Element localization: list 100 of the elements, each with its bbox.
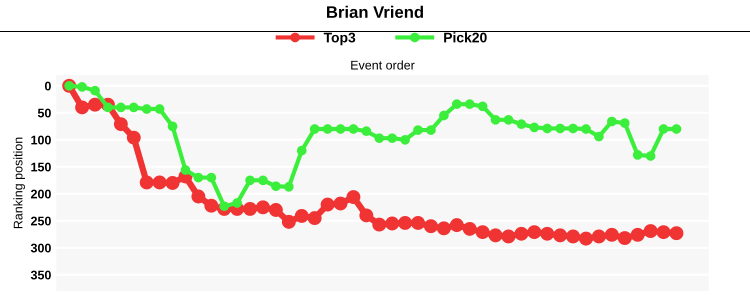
point bbox=[336, 124, 346, 134]
point bbox=[142, 104, 152, 114]
point bbox=[398, 216, 412, 230]
point bbox=[568, 124, 578, 134]
point bbox=[646, 151, 656, 161]
point bbox=[77, 82, 87, 92]
y-tick-label: 300 bbox=[30, 244, 51, 252]
point bbox=[219, 201, 230, 212]
y-tick-label: 0 bbox=[44, 82, 51, 90]
point bbox=[529, 122, 540, 132]
point bbox=[439, 110, 449, 120]
point bbox=[308, 211, 322, 226]
point bbox=[579, 232, 593, 246]
legend-label: Top3 bbox=[324, 32, 356, 46]
point bbox=[502, 230, 516, 244]
point bbox=[116, 102, 126, 112]
point bbox=[658, 124, 668, 134]
point bbox=[126, 130, 141, 145]
point bbox=[88, 98, 102, 112]
point bbox=[154, 104, 164, 114]
y-tick-label: 50 bbox=[38, 108, 51, 118]
y-tick-label: 350 bbox=[30, 270, 51, 280]
point bbox=[450, 218, 464, 232]
point bbox=[604, 228, 619, 242]
point bbox=[346, 190, 360, 204]
point bbox=[243, 202, 258, 216]
point bbox=[527, 225, 542, 240]
point bbox=[191, 190, 206, 204]
point bbox=[387, 133, 398, 144]
point bbox=[245, 175, 255, 186]
point bbox=[282, 214, 296, 229]
point bbox=[359, 208, 374, 222]
point bbox=[514, 226, 528, 241]
point bbox=[672, 124, 682, 134]
point bbox=[152, 176, 167, 190]
point bbox=[256, 200, 270, 214]
point bbox=[385, 216, 400, 230]
point bbox=[320, 198, 335, 212]
point bbox=[462, 222, 477, 236]
point bbox=[452, 99, 462, 110]
point bbox=[361, 126, 372, 136]
y-tick-label: 250 bbox=[30, 216, 51, 226]
x-axis-title: Event order bbox=[351, 60, 415, 70]
point bbox=[488, 228, 502, 242]
point bbox=[490, 114, 500, 125]
point bbox=[204, 198, 218, 213]
point bbox=[90, 86, 100, 96]
chart-title: Brian Vriend bbox=[327, 6, 423, 18]
point bbox=[476, 225, 490, 240]
point bbox=[542, 124, 552, 134]
point bbox=[334, 196, 348, 210]
point bbox=[426, 125, 436, 135]
point bbox=[400, 134, 410, 145]
legend-label: Pick20 bbox=[444, 32, 487, 42]
point bbox=[258, 175, 268, 186]
point bbox=[372, 218, 386, 232]
point bbox=[348, 124, 358, 134]
point bbox=[618, 231, 632, 246]
y-tick-label: 200 bbox=[30, 190, 51, 198]
point bbox=[516, 119, 526, 129]
point bbox=[436, 221, 451, 236]
point bbox=[296, 146, 307, 156]
point bbox=[180, 165, 190, 175]
point bbox=[168, 121, 178, 132]
point bbox=[284, 182, 294, 192]
point bbox=[374, 133, 384, 144]
point bbox=[128, 102, 139, 112]
point bbox=[566, 230, 580, 244]
point bbox=[504, 114, 514, 125]
point bbox=[232, 198, 242, 208]
point bbox=[581, 124, 591, 134]
point bbox=[75, 100, 90, 114]
point bbox=[206, 172, 216, 182]
point bbox=[670, 226, 684, 240]
y-axis-title: Ranking position bbox=[13, 138, 25, 228]
point bbox=[630, 228, 645, 242]
point bbox=[606, 116, 617, 126]
point bbox=[656, 225, 670, 240]
point bbox=[553, 228, 568, 242]
point bbox=[594, 132, 604, 142]
point bbox=[294, 208, 309, 223]
point bbox=[310, 124, 320, 134]
point bbox=[413, 125, 423, 135]
point bbox=[632, 150, 643, 160]
point bbox=[114, 117, 128, 132]
point bbox=[478, 101, 488, 112]
point bbox=[194, 172, 204, 182]
point bbox=[592, 230, 606, 244]
point bbox=[268, 203, 283, 217]
point bbox=[620, 118, 630, 128]
y-tick-label: 100 bbox=[31, 136, 51, 144]
point bbox=[424, 219, 438, 234]
point bbox=[322, 124, 332, 134]
point bbox=[464, 99, 475, 110]
point bbox=[540, 226, 554, 241]
point bbox=[271, 181, 281, 192]
point bbox=[166, 176, 180, 190]
point bbox=[555, 124, 566, 134]
point bbox=[644, 224, 658, 238]
point bbox=[140, 176, 154, 190]
